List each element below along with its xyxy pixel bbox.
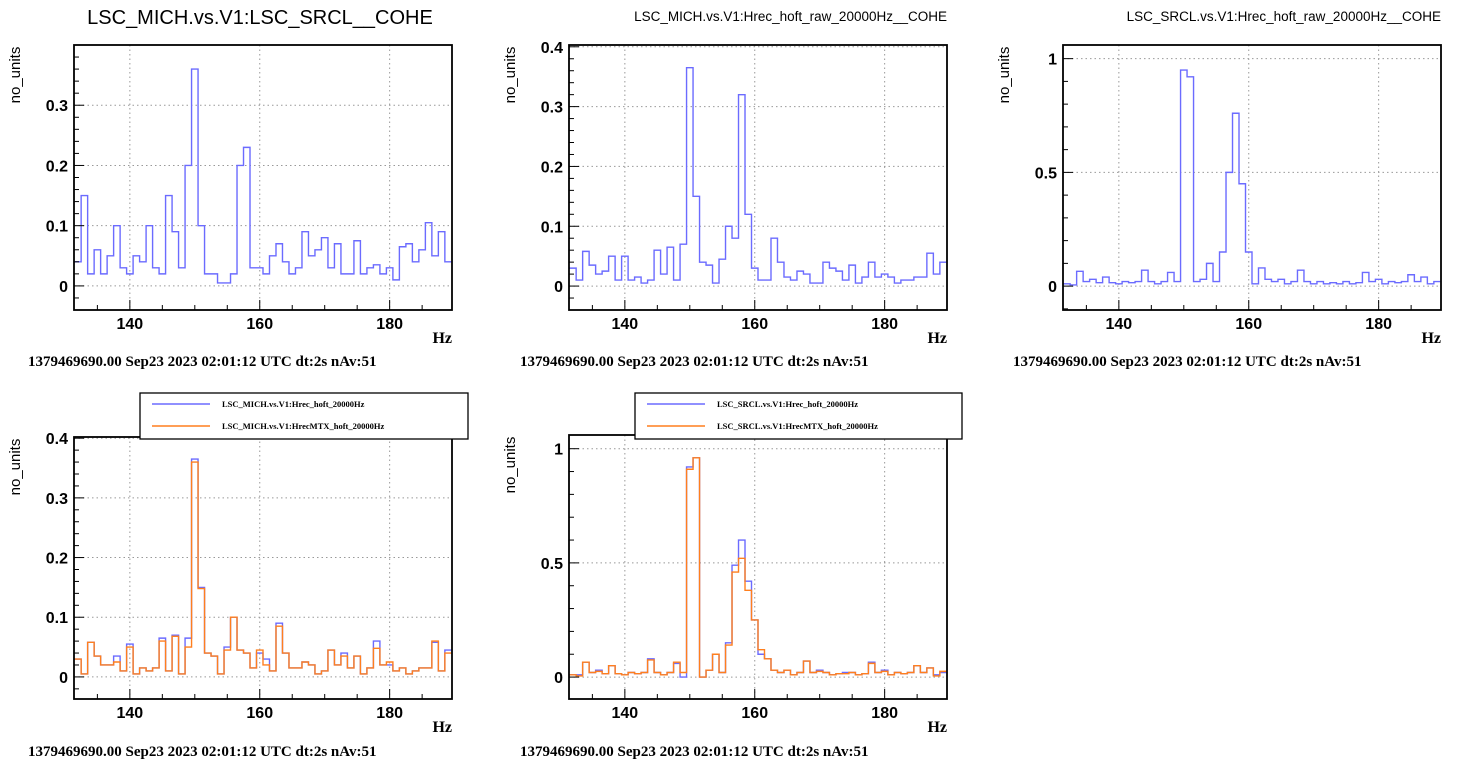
x-tick-label: 160 (246, 705, 273, 722)
chart-panel-1: LSC_MICH.vs.V1:LSC_SRCL__COHE 140 160 180 0 0… (7, 7, 453, 370)
footer-timestamp: 1379469690.00 Sep23 2023 02:01:12 UTC dt… (28, 354, 376, 370)
y-tick-label: 0.4 (541, 40, 563, 57)
y-axis-label: no_units (996, 47, 1013, 104)
y-tick-label: 0.2 (46, 158, 68, 175)
x-tick-label: 140 (117, 705, 144, 722)
y-tick-label: 0 (554, 279, 563, 296)
chart-panel-3: LSC_SRCL.vs.V1:Hrec_hoft_raw_20000Hz__CO… (996, 9, 1442, 370)
x-axis-label: Hz (927, 330, 947, 347)
y-tick-label: 0.4 (46, 431, 68, 448)
chart-panel-5: 140 160 180 0 0.5 1 Hz no_units 1379469690.00 Se… (502, 392, 963, 760)
y-axis-label: no_units (7, 47, 24, 104)
x-tick-label: 180 (376, 705, 403, 722)
x-tick-label: 180 (871, 316, 898, 333)
y-tick-label: 0.1 (46, 219, 68, 236)
series-line-1 (74, 68, 452, 284)
y-axis-label: no_units (502, 437, 519, 494)
legend: LSC_MICH.vs.V1:Hrec_hoft_20000Hz LSC_MICH… (139, 392, 469, 440)
chart-title: LSC_MICH.vs.V1:Hrec_hoft_raw_20000Hz__CO… (634, 9, 947, 24)
legend-label-2: LSC_MICH.vs.V1:HrecMTX_hoft_20000Hz (222, 421, 384, 431)
legend-box (139, 392, 469, 440)
x-tick-label: 180 (376, 316, 403, 333)
chart-panel-4: 140 160 180 0 0.1 0.2 0.3 0.4 Hz no_units 13794696… (7, 392, 469, 760)
legend: LSC_SRCL.vs.V1:Hrec_hoft_20000Hz LSC_SRCL… (634, 392, 963, 440)
y-tick-label: 0 (59, 670, 68, 687)
y-tick-label: 1 (554, 442, 563, 459)
chart-panel-2: LSC_MICH.vs.V1:Hrec_hoft_raw_20000Hz__CO… (502, 9, 948, 370)
x-tick-label: 160 (1235, 316, 1262, 333)
plot-frame (1062, 44, 1442, 311)
footer-timestamp: 1379469690.00 Sep23 2023 02:01:12 UTC dt… (520, 744, 868, 760)
x-tick-label: 140 (612, 316, 639, 333)
series-line-1 (1063, 69, 1441, 286)
y-tick-label: 0 (1048, 279, 1057, 296)
x-axis-label: Hz (1421, 330, 1441, 347)
chart-title: LSC_SRCL.vs.V1:Hrec_hoft_raw_20000Hz__CO… (1127, 9, 1441, 24)
legend-label-1: LSC_MICH.vs.V1:Hrec_hoft_20000Hz (222, 399, 365, 409)
footer-timestamp: 1379469690.00 Sep23 2023 02:01:12 UTC dt… (520, 354, 868, 370)
legend-label-2: LSC_SRCL.vs.V1:HrecMTX_hoft_20000Hz (717, 421, 878, 431)
x-axis-label: Hz (927, 719, 947, 736)
y-tick-label: 0.2 (46, 551, 68, 568)
x-axis-label: Hz (432, 719, 452, 736)
x-tick-label: 140 (612, 705, 639, 722)
series-line-2 (569, 457, 947, 678)
y-tick-label: 0 (554, 670, 563, 687)
y-axis-label: no_units (502, 47, 519, 104)
x-tick-label: 140 (1106, 316, 1133, 333)
y-tick-label: 0.5 (1035, 165, 1057, 182)
legend-box (634, 392, 963, 440)
y-tick-label: 0.2 (541, 159, 563, 176)
series-line-1 (569, 67, 947, 284)
y-tick-label: 0 (59, 279, 68, 296)
plot-frame (568, 434, 948, 700)
chart-title: LSC_MICH.vs.V1:LSC_SRCL__COHE (87, 7, 433, 29)
y-tick-label: 0.3 (541, 100, 563, 117)
x-axis-label: Hz (432, 330, 452, 347)
y-tick-label: 1 (1048, 52, 1057, 69)
x-tick-label: 160 (246, 316, 273, 333)
y-tick-label: 0.3 (46, 491, 68, 508)
footer-timestamp: 1379469690.00 Sep23 2023 02:01:12 UTC dt… (1013, 354, 1361, 370)
plot-frame (568, 44, 948, 311)
y-tick-label: 0.5 (541, 556, 563, 573)
footer-timestamp: 1379469690.00 Sep23 2023 02:01:12 UTC dt… (28, 744, 376, 760)
y-axis-label: no_units (7, 439, 24, 496)
y-tick-label: 0.1 (46, 610, 68, 627)
series-line-2 (74, 461, 452, 675)
series-line-1 (74, 458, 452, 675)
y-tick-label: 0.3 (46, 98, 68, 115)
x-tick-label: 180 (1365, 316, 1392, 333)
x-tick-label: 140 (117, 316, 144, 333)
x-tick-label: 180 (871, 705, 898, 722)
y-tick-label: 0.1 (541, 219, 563, 236)
x-tick-label: 160 (741, 705, 768, 722)
legend-label-1: LSC_SRCL.vs.V1:Hrec_hoft_20000Hz (717, 399, 858, 409)
x-tick-label: 160 (741, 316, 768, 333)
